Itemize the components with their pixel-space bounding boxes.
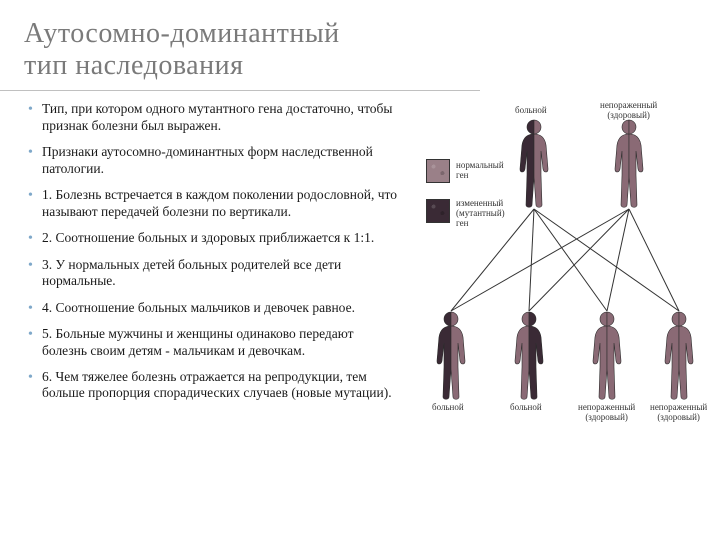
content-area: Тип, при котором одного мутантного гена … — [0, 91, 720, 431]
list-item: 2. Соотношение больных и здоровых прибли… — [28, 230, 398, 246]
list-item: Тип, при котором одного мутантного гена … — [28, 101, 398, 134]
list-item: 4. Соотношение больных мальчиков и девоч… — [28, 300, 398, 316]
diagram-column: больнойнепораженный(здоровый) — [398, 101, 708, 431]
page-title: Аутосомно-доминантный тип наследования — [24, 18, 480, 82]
title-line-1: Аутосомно-доминантный — [24, 18, 340, 49]
title-block: Аутосомно-доминантный тип наследования — [0, 0, 480, 91]
title-line-2: тип наследования — [24, 50, 243, 81]
list-item: 6. Чем тяжелее болезнь отражается на реп… — [28, 369, 398, 402]
inheritance-lines — [418, 101, 708, 431]
inheritance-diagram: больнойнепораженный(здоровый) — [418, 101, 708, 431]
list-item: Признаки аутосомно-доминантных форм насл… — [28, 144, 398, 177]
list-item: 5. Больные мужчины и женщины одинаково п… — [28, 326, 398, 359]
bullet-column: Тип, при котором одного мутантного гена … — [28, 101, 398, 431]
bullet-list: Тип, при котором одного мутантного гена … — [28, 101, 398, 402]
list-item: 3. У нормальных детей больных родителей … — [28, 257, 398, 290]
list-item: 1. Болезнь встречается в каждом поколени… — [28, 187, 398, 220]
